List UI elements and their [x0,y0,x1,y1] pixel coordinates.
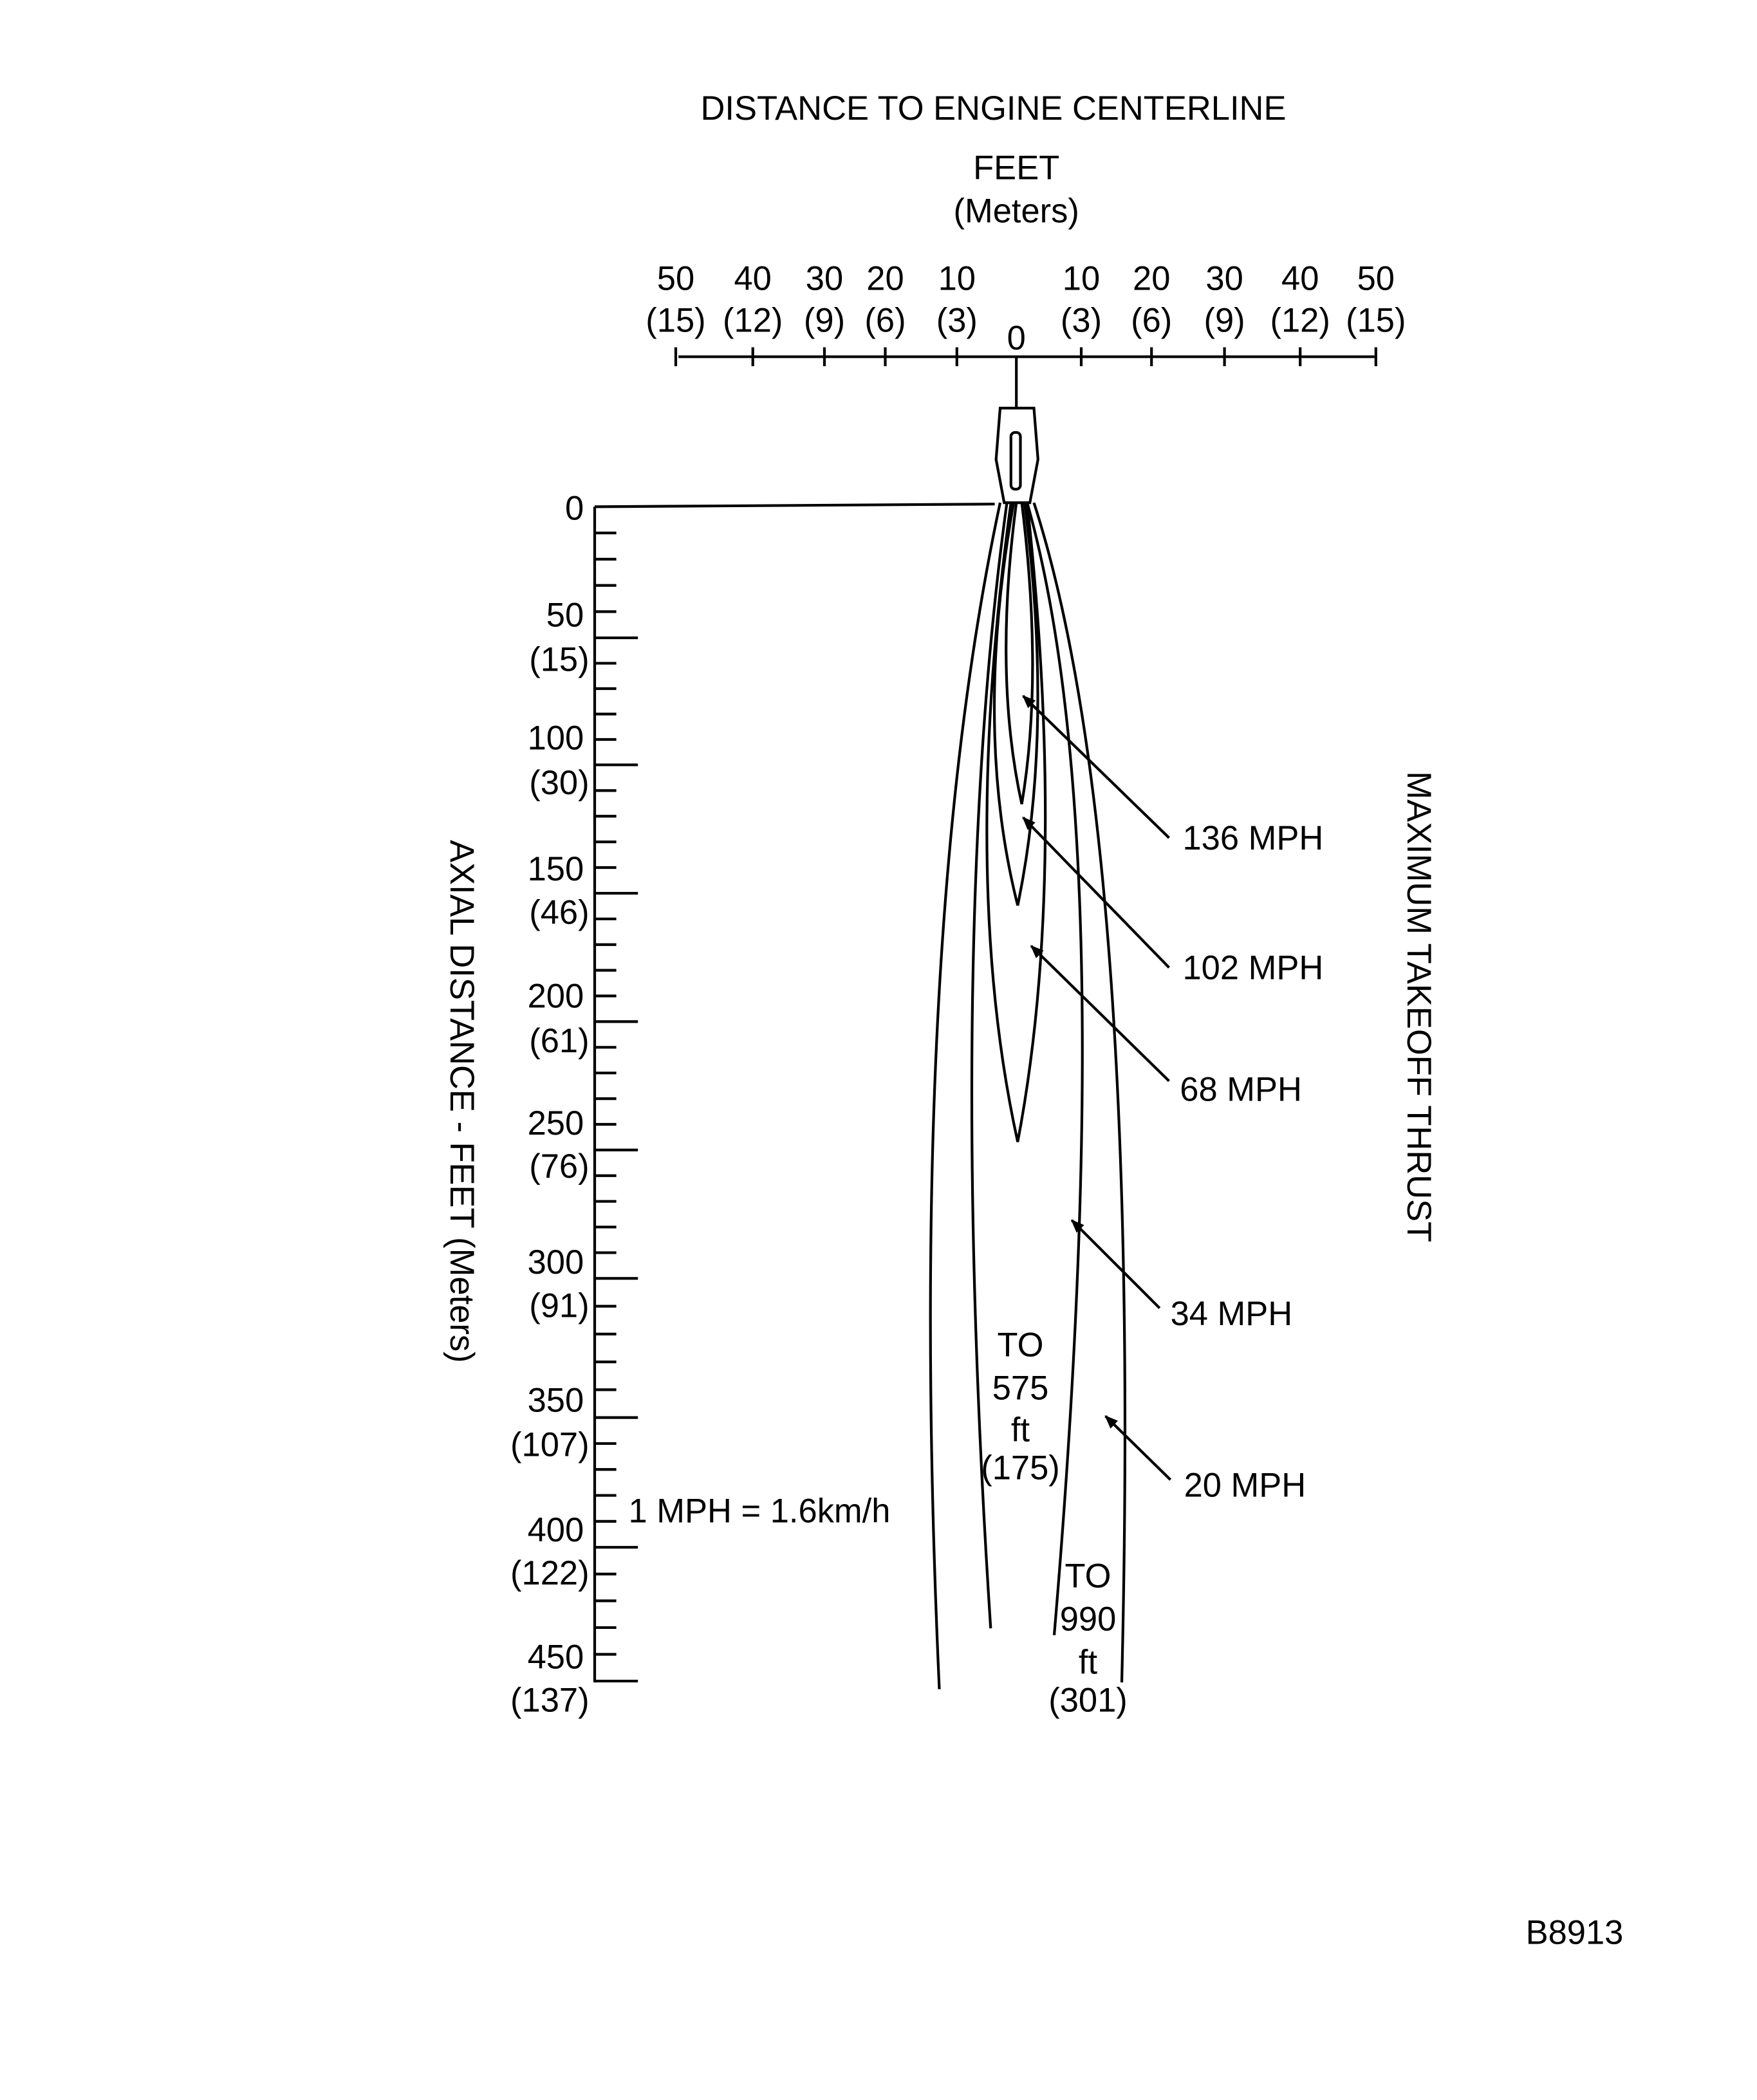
top-tick-feet: 10 [938,260,976,298]
top-tick-meters: (9) [804,302,845,340]
top-tick-feet: 40 [1281,260,1319,298]
contour-label: 20 MPH [1184,1467,1306,1505]
note-line: (175) [981,1449,1060,1487]
arrow [1070,1219,1161,1310]
left-axis-label: AXIAL DISTANCE - FEET (Meters) [443,840,481,1363]
left-tick-meters: (15) [529,641,589,679]
top-tick-meters: (12) [1270,302,1330,340]
contour-34-right [1025,502,1084,1635]
title: DISTANCE TO ENGINE CENTERLINE [701,89,1287,127]
left-tick-meters: (30) [529,764,589,802]
left-tick-feet: 100 [528,720,584,757]
note-line: TO [1065,1557,1111,1595]
note-line: TO [998,1326,1044,1364]
top-tick-feet: 20 [1133,260,1170,298]
left-tick-meters: (91) [529,1287,589,1324]
top-tick-meters: (3) [936,302,978,340]
top-tick-meters: (15) [646,302,705,340]
left-tick-meters: (61) [529,1022,589,1060]
left-tick-feet: 350 [528,1381,584,1419]
arrow [1022,816,1171,969]
top-tick-feet: 30 [806,260,843,298]
contour-68 [985,502,1047,1142]
top-tick-meters: (9) [1204,302,1245,340]
contour-label: 34 MPH [1171,1295,1293,1333]
left-tick-feet: 200 [528,978,584,1016]
top-tick-feet: 40 [734,260,772,298]
top-tick-meters: (6) [1131,302,1172,340]
top-tick-meters: (6) [864,302,906,340]
arrow [1030,945,1170,1083]
left-axis-zero: 0 [565,490,584,528]
top-tick-meters: (12) [723,302,783,340]
side-title: MAXIMUM TAKEOFF THRUST [1400,771,1438,1242]
note-line: ft [1011,1411,1030,1449]
top-tick-feet: 50 [1357,260,1395,298]
left-tick-feet: 150 [528,850,584,888]
top-tick-feet: 10 [1063,260,1100,298]
contour-20-right [1032,502,1127,1683]
top-axis-unit: FEET [973,149,1059,187]
left-tick-feet: 400 [528,1511,584,1549]
note-line: 990 [1060,1601,1117,1639]
top-axis-unit-alt: (Meters) [954,192,1079,230]
figure-id: B8913 [1526,1914,1624,1952]
engine [994,407,1039,505]
arrow [1104,1415,1172,1481]
left-tick-feet: 50 [546,596,584,634]
contour-34-left [970,502,1009,1629]
top-tick-feet: 50 [657,260,694,298]
left-tick-meters: (122) [510,1554,590,1592]
top-tick-meters: (3) [1061,302,1102,340]
top-tick-meters: (15) [1346,302,1406,340]
contour-label: 136 MPH [1183,819,1324,857]
note-line: ft [1079,1644,1098,1682]
top-tick-feet: 20 [866,260,904,298]
left-tick-feet: 450 [528,1638,584,1676]
arrow [1022,694,1170,839]
contour-20-left [929,502,1002,1689]
left-tick-meters: (107) [510,1426,590,1464]
contour-label: 68 MPH [1180,1070,1302,1108]
left-tick-feet: 250 [528,1104,584,1142]
left-tick-feet: 300 [528,1243,584,1281]
note-line: 575 [992,1369,1049,1407]
top-tick-feet: 30 [1205,260,1243,298]
reference-line [594,503,995,508]
engine-slot [1009,431,1022,491]
left-tick-meters: (46) [529,893,589,931]
note-line: (301) [1048,1682,1128,1720]
left-tick-meters: (137) [510,1682,590,1720]
top-axis-zero: 0 [1007,319,1026,357]
left-tick-meters: (76) [529,1148,589,1185]
conversion: 1 MPH = 1.6km/h [629,1492,891,1530]
contour-136 [1005,502,1034,804]
contour-label: 102 MPH [1183,949,1324,987]
